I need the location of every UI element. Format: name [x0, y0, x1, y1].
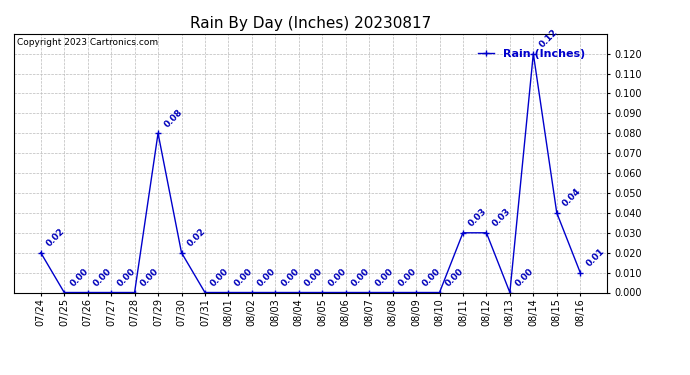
Rain (Inches)	[576, 270, 584, 275]
Rain (Inches)	[37, 251, 45, 255]
Text: 0.00: 0.00	[420, 267, 442, 288]
Text: 0.00: 0.00	[256, 267, 278, 288]
Rain (Inches)	[342, 290, 350, 295]
Rain (Inches)	[130, 290, 139, 295]
Line: Rain (Inches): Rain (Inches)	[38, 51, 583, 295]
Rain (Inches)	[201, 290, 209, 295]
Text: 0.00: 0.00	[92, 267, 114, 288]
Text: 0.01: 0.01	[584, 247, 607, 268]
Rain (Inches)	[482, 231, 491, 235]
Rain (Inches)	[177, 251, 186, 255]
Rain (Inches)	[295, 290, 303, 295]
Rain (Inches)	[435, 290, 444, 295]
Rain (Inches)	[412, 290, 420, 295]
Text: 0.00: 0.00	[115, 267, 137, 288]
Text: 0.02: 0.02	[45, 227, 67, 249]
Rain (Inches)	[107, 290, 115, 295]
Rain (Inches)	[248, 290, 256, 295]
Rain (Inches)	[365, 290, 373, 295]
Text: 0.03: 0.03	[491, 207, 513, 229]
Text: Copyright 2023 Cartronics.com: Copyright 2023 Cartronics.com	[17, 38, 158, 46]
Text: 0.00: 0.00	[350, 267, 372, 288]
Rain (Inches)	[271, 290, 279, 295]
Text: 0.04: 0.04	[561, 187, 583, 209]
Text: 0.00: 0.00	[233, 267, 255, 288]
Text: 0.02: 0.02	[186, 227, 208, 249]
Rain (Inches)	[318, 290, 326, 295]
Text: 0.00: 0.00	[139, 267, 161, 288]
Text: 0.00: 0.00	[326, 267, 348, 288]
Rain (Inches)	[388, 290, 397, 295]
Legend: Rain (Inches): Rain (Inches)	[473, 45, 590, 63]
Text: 0.00: 0.00	[279, 267, 302, 288]
Text: 0.12: 0.12	[538, 28, 560, 50]
Rain (Inches)	[60, 290, 68, 295]
Text: 0.00: 0.00	[68, 267, 90, 288]
Text: 0.00: 0.00	[444, 267, 466, 288]
Text: 0.08: 0.08	[162, 107, 184, 129]
Text: 0.00: 0.00	[373, 267, 395, 288]
Text: 0.00: 0.00	[397, 267, 419, 288]
Rain (Inches)	[553, 211, 561, 215]
Rain (Inches)	[154, 131, 162, 135]
Rain (Inches)	[224, 290, 233, 295]
Rain (Inches)	[83, 290, 92, 295]
Text: 0.00: 0.00	[514, 267, 535, 288]
Rain (Inches)	[506, 290, 514, 295]
Text: 0.00: 0.00	[209, 267, 231, 288]
Rain (Inches)	[529, 51, 538, 56]
Text: 0.00: 0.00	[303, 267, 325, 288]
Text: 0.03: 0.03	[467, 207, 489, 229]
Title: Rain By Day (Inches) 20230817: Rain By Day (Inches) 20230817	[190, 16, 431, 31]
Rain (Inches)	[459, 231, 467, 235]
